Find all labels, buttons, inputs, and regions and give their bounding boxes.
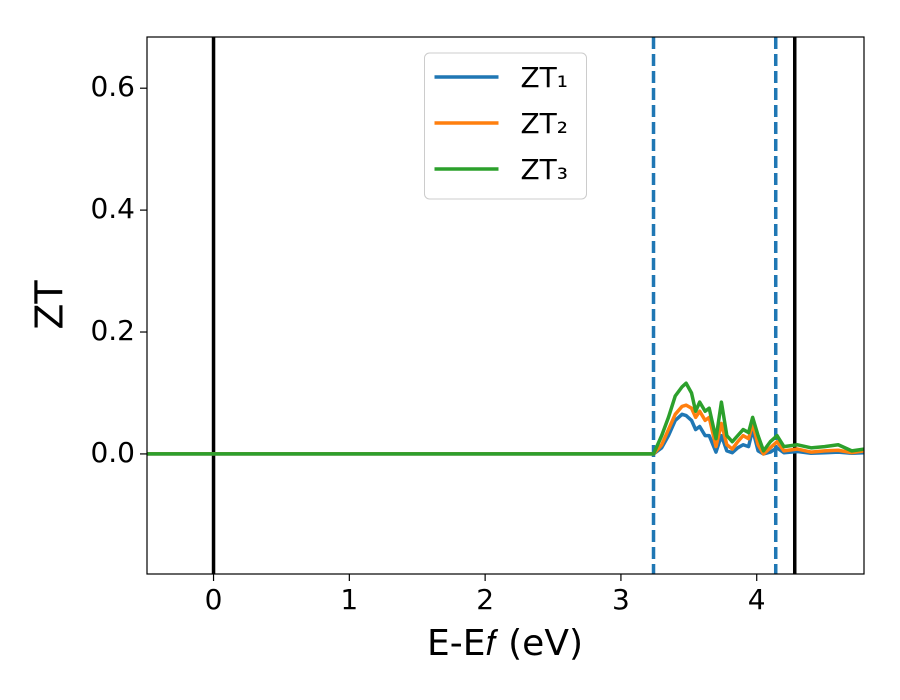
- x-tick-label: 4: [748, 583, 766, 616]
- axes-frame: [146, 36, 865, 575]
- legend-box: [424, 52, 587, 200]
- plot-area: [147, 37, 864, 574]
- legend-label: ZT₁: [521, 61, 569, 94]
- y-axis-label: ZT: [28, 280, 72, 330]
- series-line: [147, 381, 864, 456]
- x-tick-label: 3: [612, 583, 630, 616]
- series-line: [147, 403, 864, 456]
- legend-label: ZT₂: [521, 107, 569, 140]
- y-tick-label: 0.0: [90, 436, 135, 469]
- y-tick-label: 0.2: [90, 314, 135, 347]
- y-tick-label: 0.6: [90, 70, 135, 103]
- x-tick-label: 2: [476, 583, 494, 616]
- y-tick-label: 0.4: [90, 192, 135, 225]
- x-tick-label: 1: [340, 583, 358, 616]
- series-line: [147, 412, 864, 456]
- x-tick-label: 0: [205, 583, 223, 616]
- legend-label: ZT₃: [521, 153, 569, 186]
- x-axis-label: E-E𝑓 (eV): [427, 623, 583, 664]
